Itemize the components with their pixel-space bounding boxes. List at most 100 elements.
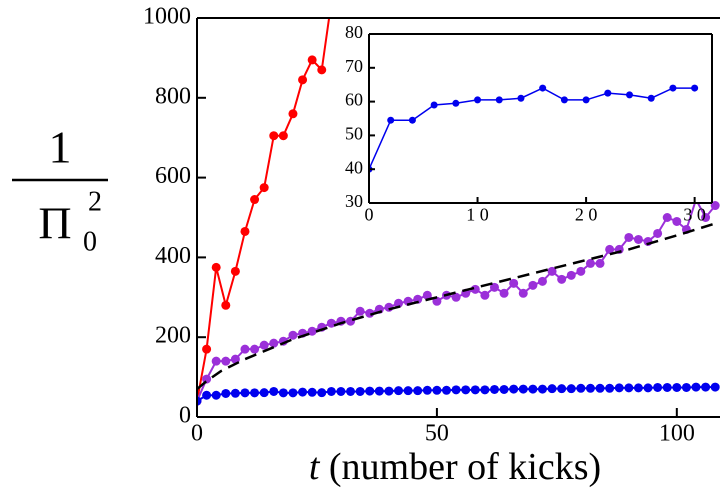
data-point — [633, 234, 643, 244]
data-point — [211, 356, 221, 366]
data-point — [327, 0, 336, 7]
data-point — [480, 290, 490, 300]
data-point — [240, 388, 250, 398]
data-point — [547, 384, 557, 394]
fit-line — [197, 222, 716, 391]
y-tick-label: 0 — [179, 403, 191, 429]
data-point — [489, 384, 499, 394]
data-point — [691, 382, 701, 392]
y-tick-label: 80 — [345, 22, 363, 42]
data-point — [669, 84, 677, 92]
data-point — [626, 91, 634, 99]
data-point — [221, 388, 231, 398]
x-tick-label: 100 — [659, 421, 695, 447]
data-point — [317, 65, 327, 75]
y-label-denominator: Π — [38, 198, 71, 249]
y-tick-label: 60 — [345, 90, 363, 110]
data-point — [624, 383, 634, 393]
data-point — [202, 344, 212, 354]
data-point — [365, 386, 375, 396]
data-point — [211, 390, 221, 400]
y-tick-label: 1000 — [143, 4, 191, 30]
data-point — [653, 382, 663, 392]
y-tick-label: 40 — [345, 157, 363, 177]
data-point — [517, 94, 525, 102]
x-tick-label: 3 0 — [683, 205, 706, 225]
data-point — [710, 201, 720, 211]
x-tick-label: 1 0 — [466, 205, 489, 225]
data-point — [387, 116, 395, 124]
data-point — [355, 306, 365, 316]
data-point — [672, 216, 682, 226]
data-point — [259, 388, 269, 398]
data-point — [250, 195, 260, 205]
data-point — [614, 383, 624, 393]
data-point — [710, 382, 720, 392]
data-point — [585, 258, 595, 268]
data-point — [430, 101, 438, 109]
data-point — [413, 386, 423, 396]
data-point — [221, 300, 231, 310]
data-point — [422, 290, 432, 300]
data-point — [250, 388, 260, 398]
data-point — [604, 89, 612, 97]
data-point — [499, 288, 509, 298]
data-point — [326, 386, 336, 396]
data-point — [197, 396, 202, 406]
data-point — [557, 384, 567, 394]
inset-background — [369, 34, 712, 203]
data-point — [278, 388, 288, 398]
data-point — [240, 344, 250, 354]
data-point — [221, 356, 231, 366]
data-point — [585, 383, 595, 393]
data-point — [259, 340, 269, 350]
x-tick-label: 0 — [365, 205, 374, 225]
data-point — [278, 131, 288, 141]
data-point — [647, 94, 655, 102]
data-point — [662, 382, 672, 392]
data-point — [557, 274, 567, 284]
data-point — [643, 383, 653, 393]
data-point — [250, 344, 260, 354]
data-point — [518, 384, 528, 394]
y-tick-label: 600 — [155, 163, 191, 189]
data-point — [230, 266, 240, 276]
data-point — [653, 228, 663, 238]
data-point — [662, 213, 672, 222]
data-point — [451, 385, 461, 395]
data-point — [701, 382, 711, 392]
data-point — [365, 308, 375, 318]
x-tick-label: 50 — [425, 421, 449, 447]
data-point — [499, 384, 509, 394]
data-point — [701, 213, 711, 222]
data-point — [326, 318, 336, 328]
series-line — [369, 87, 695, 170]
data-point — [605, 383, 615, 393]
data-point — [566, 270, 576, 280]
data-point — [288, 109, 298, 119]
data-point — [576, 383, 586, 393]
data-point — [394, 298, 404, 308]
data-point — [451, 292, 461, 302]
data-point — [539, 84, 547, 92]
data-point — [422, 385, 432, 395]
data-point — [355, 386, 365, 396]
data-point — [394, 386, 404, 396]
data-point — [452, 99, 460, 107]
data-point — [374, 386, 384, 396]
data-point — [509, 278, 519, 288]
data-point — [474, 96, 482, 104]
y-tick-label: 30 — [345, 191, 363, 211]
data-point — [633, 383, 643, 393]
y-tick-label: 400 — [155, 243, 191, 269]
data-point — [202, 390, 212, 400]
data-point — [560, 96, 568, 104]
data-point — [307, 55, 317, 65]
y-tick-label: 50 — [345, 124, 363, 144]
data-point — [259, 183, 269, 193]
y-label-superscript: 2 — [88, 186, 102, 217]
data-point — [230, 388, 240, 398]
data-point — [480, 385, 490, 395]
data-point — [518, 288, 528, 298]
